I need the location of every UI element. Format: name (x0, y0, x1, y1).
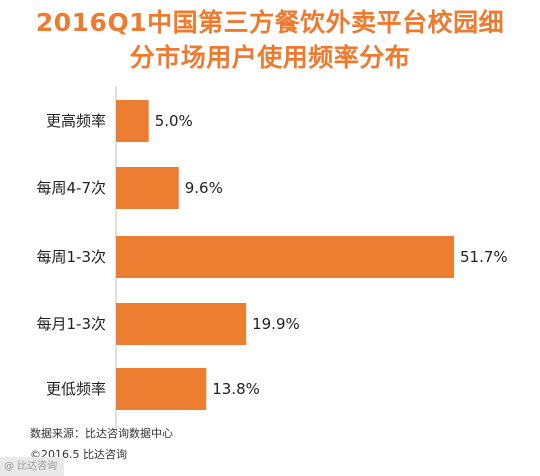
category-label: 每月1-3次 (37, 315, 107, 333)
value-label: 19.9% (252, 315, 300, 333)
data-source-note: 数据来源：比达咨询数据中心 (30, 427, 173, 440)
watermark: @ 比达咨询 (0, 457, 64, 476)
value-label: 9.6% (185, 179, 223, 197)
chart-title-line-2: 分市场用户使用频率分布 (129, 43, 411, 72)
bar (116, 167, 179, 209)
category-label: 更高频率 (46, 112, 106, 130)
category-label: 每周1-3次 (37, 248, 107, 266)
value-label: 13.8% (212, 380, 260, 398)
bar (116, 100, 149, 142)
category-label: 更低频率 (46, 380, 106, 398)
value-label: 51.7% (460, 248, 508, 266)
bar (116, 303, 247, 345)
bar (116, 368, 207, 410)
category-label: 每周4-7次 (37, 179, 107, 197)
value-label: 5.0% (155, 112, 193, 130)
chart-title-line-1: 2016Q1中国第三方餐饮外卖平台校园细 (35, 8, 505, 37)
bar (116, 236, 454, 278)
